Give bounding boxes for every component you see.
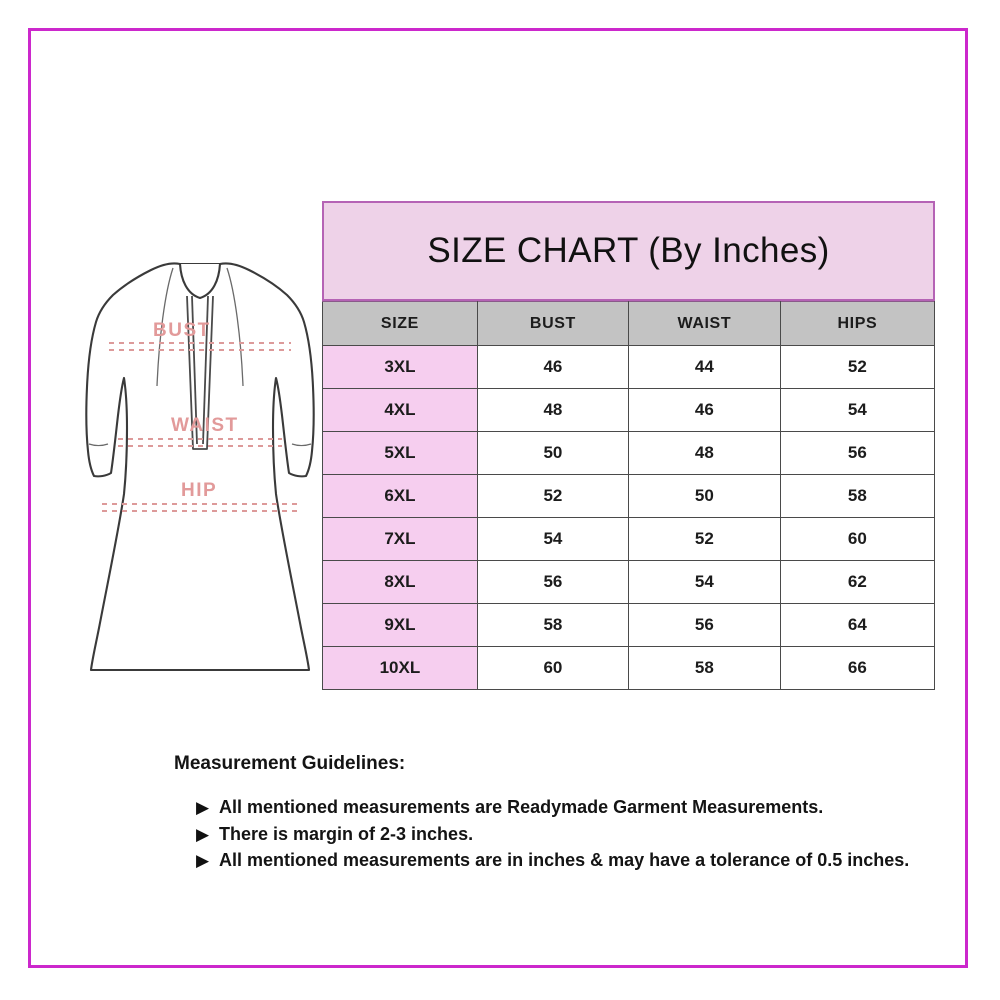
cell-hips: 58 bbox=[779, 474, 936, 518]
shoulder-seams bbox=[156, 267, 244, 387]
bust-label: BUST bbox=[153, 320, 211, 341]
cell-bust: 56 bbox=[476, 560, 629, 604]
table-row: 3XL 46 44 52 bbox=[322, 345, 936, 389]
cell-bust: 52 bbox=[476, 474, 629, 518]
garment-body-outline bbox=[85, 262, 315, 672]
cell-waist: 56 bbox=[627, 603, 781, 647]
list-item: ▶ There is margin of 2-3 inches. bbox=[196, 824, 934, 845]
guideline-text: There is margin of 2-3 inches. bbox=[219, 823, 474, 844]
waist-label: WAIST bbox=[171, 415, 239, 436]
outer-frame: BUST WAIST HIP SIZE CHART (By Inches) bbox=[28, 28, 968, 968]
hip-label: HIP bbox=[181, 480, 217, 501]
waist-measure-line bbox=[118, 438, 282, 447]
neckline bbox=[178, 262, 222, 300]
cell-hips: 64 bbox=[779, 603, 936, 647]
column-header-hips: HIPS bbox=[779, 301, 936, 346]
cell-size: 10XL bbox=[322, 646, 478, 690]
list-item: ▶ All mentioned measurements are Readyma… bbox=[196, 797, 934, 818]
cell-hips: 54 bbox=[779, 388, 936, 432]
cell-size: 4XL bbox=[322, 388, 478, 432]
cell-bust: 60 bbox=[476, 646, 629, 690]
column-header-waist: WAIST bbox=[627, 301, 781, 346]
guidelines-heading: Measurement Guidelines: bbox=[174, 753, 406, 774]
cell-hips: 66 bbox=[779, 646, 936, 690]
cell-bust: 50 bbox=[476, 431, 629, 475]
triangle-bullet-icon: ▶ bbox=[196, 851, 210, 871]
cell-bust: 54 bbox=[476, 517, 629, 561]
bust-measure-line bbox=[109, 342, 291, 351]
cell-bust: 58 bbox=[476, 603, 629, 647]
page-title: SIZE CHART (By Inches) bbox=[427, 231, 830, 270]
hip-measure-line bbox=[102, 503, 298, 512]
cell-hips: 60 bbox=[779, 517, 936, 561]
table-row: 4XL 48 46 54 bbox=[322, 388, 936, 432]
cell-size: 9XL bbox=[322, 603, 478, 647]
cell-hips: 62 bbox=[779, 560, 936, 604]
triangle-bullet-icon: ▶ bbox=[196, 824, 210, 844]
table-row: 6XL 52 50 58 bbox=[322, 474, 936, 518]
cell-waist: 48 bbox=[627, 431, 781, 475]
cell-bust: 46 bbox=[476, 345, 629, 389]
table-header-row: SIZE BUST WAIST HIPS bbox=[322, 301, 936, 346]
guideline-text: All mentioned measurements are Readymade… bbox=[219, 797, 824, 817]
table-row: 9XL 58 56 64 bbox=[322, 603, 936, 647]
placket-slit bbox=[186, 295, 214, 450]
table-row: 10XL 60 58 66 bbox=[322, 646, 936, 690]
cell-hips: 52 bbox=[779, 345, 936, 389]
cell-size: 8XL bbox=[322, 560, 478, 604]
guideline-text: All mentioned measurements are in inches… bbox=[219, 850, 910, 871]
cell-waist: 58 bbox=[627, 646, 781, 690]
table-row: 5XL 50 48 56 bbox=[322, 431, 936, 475]
measurement-guidelines: Measurement Guidelines: ▶ All mentioned … bbox=[174, 753, 934, 877]
size-chart-title-bar: SIZE CHART (By Inches) bbox=[322, 201, 935, 301]
cell-size: 5XL bbox=[322, 431, 478, 475]
triangle-bullet-icon: ▶ bbox=[196, 798, 210, 817]
cell-bust: 48 bbox=[476, 388, 629, 432]
column-header-bust: BUST bbox=[476, 301, 629, 346]
cell-waist: 50 bbox=[627, 474, 781, 518]
column-header-size: SIZE bbox=[322, 301, 478, 346]
table-row: 7XL 54 52 60 bbox=[322, 517, 936, 561]
cell-waist: 54 bbox=[627, 560, 781, 604]
table-row: 8XL 56 54 62 bbox=[322, 560, 936, 604]
cell-size: 6XL bbox=[322, 474, 478, 518]
cell-waist: 44 bbox=[627, 345, 781, 389]
size-chart-block: SIZE CHART (By Inches) SIZE BUST WAIST H… bbox=[322, 201, 936, 690]
cell-size: 3XL bbox=[322, 345, 478, 389]
cell-hips: 56 bbox=[779, 431, 936, 475]
sleeve-cuffs bbox=[88, 443, 312, 447]
garment-illustration: BUST WAIST HIP bbox=[75, 246, 325, 691]
list-item: ▶ All mentioned measurements are in inch… bbox=[196, 850, 934, 871]
size-chart-table: SIZE BUST WAIST HIPS 3XL 46 44 52 4XL 48… bbox=[322, 301, 936, 690]
cell-waist: 46 bbox=[627, 388, 781, 432]
cell-waist: 52 bbox=[627, 517, 781, 561]
cell-size: 7XL bbox=[322, 517, 478, 561]
